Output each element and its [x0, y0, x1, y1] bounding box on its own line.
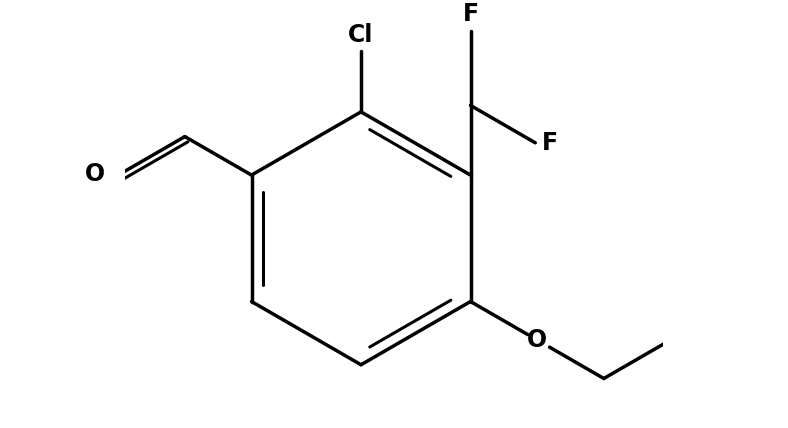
Text: F: F: [463, 2, 478, 26]
Text: Cl: Cl: [348, 23, 374, 47]
Text: F: F: [542, 131, 558, 155]
Text: O: O: [527, 328, 547, 352]
Text: O: O: [84, 162, 105, 186]
